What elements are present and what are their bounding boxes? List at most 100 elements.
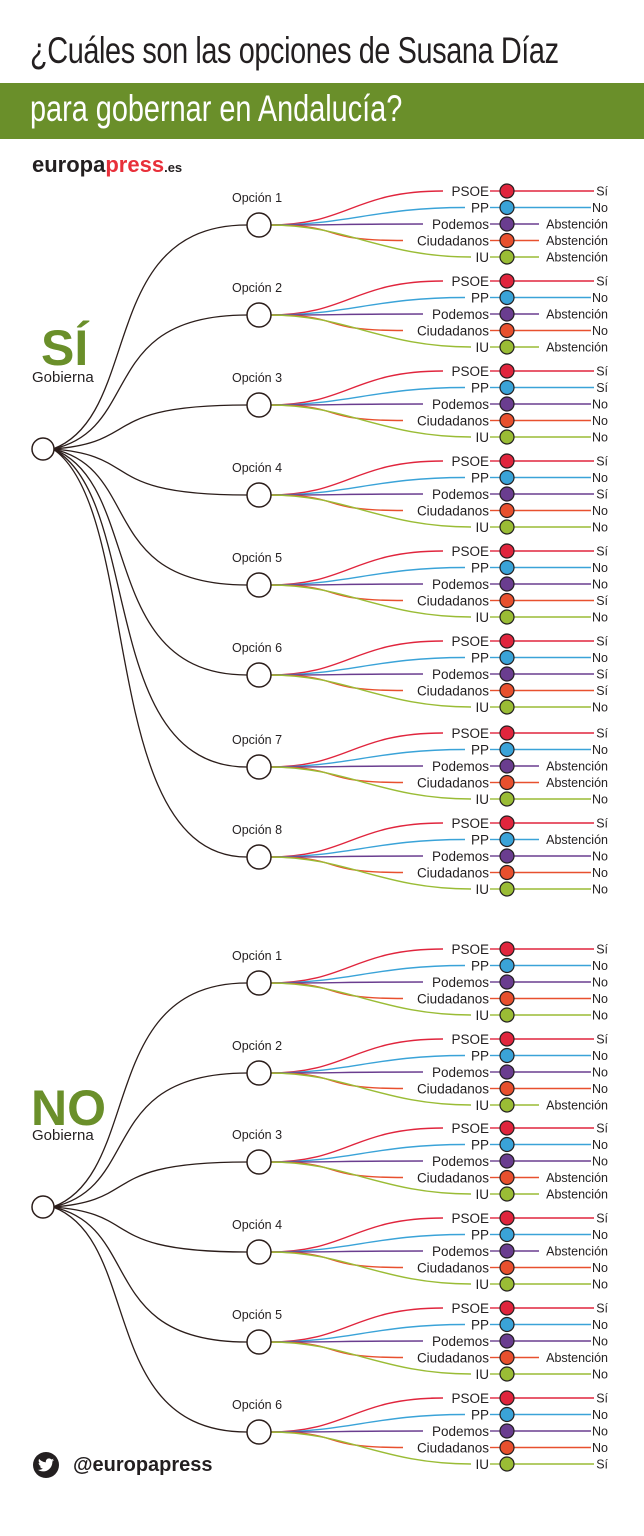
vote-label: Sí (596, 455, 608, 469)
twitter-icon (33, 1452, 59, 1478)
vote-label: No (592, 521, 608, 535)
party-label: PSOE (451, 454, 489, 469)
party-label: Podemos (432, 1154, 489, 1169)
party-label: IU (476, 1457, 490, 1472)
party-label: Ciudadanos (417, 1441, 489, 1456)
tree-link (52, 1206, 248, 1433)
party-label: Ciudadanos (417, 324, 489, 339)
root-node (31, 437, 55, 461)
option-label: Opción 1 (232, 949, 282, 963)
option-node (246, 1060, 272, 1086)
option-node (246, 754, 272, 780)
option-label: Opción 8 (232, 823, 282, 837)
party-dot (499, 1300, 515, 1316)
vote-label: No (592, 414, 608, 428)
party-dot (499, 559, 515, 576)
party-dot (499, 666, 515, 682)
party-link (268, 494, 472, 528)
party-link (268, 640, 444, 676)
vote-label: Abstención (546, 1245, 608, 1259)
party-dot (499, 1136, 515, 1153)
party-label: Podemos (432, 1244, 489, 1259)
option-node (246, 844, 272, 870)
vote-label: Sí (596, 381, 608, 395)
party-label: PSOE (451, 1121, 489, 1136)
vote-label: Sí (596, 943, 608, 957)
party-label: Ciudadanos (417, 1351, 489, 1366)
party-link (268, 1251, 472, 1285)
vote-label: No (592, 1441, 608, 1455)
party-label: Podemos (432, 759, 489, 774)
title-line-2: para gobernar en Andalucía? (30, 88, 403, 129)
party-dot (499, 1423, 515, 1439)
vote-label: No (592, 850, 608, 864)
party-link (268, 404, 472, 438)
vote-label: Sí (596, 1458, 608, 1472)
party-link (268, 1161, 472, 1195)
party-dot (499, 881, 515, 897)
party-dot (499, 1349, 515, 1366)
party-dot (499, 273, 515, 289)
vote-label: Sí (596, 545, 608, 559)
party-label: PSOE (451, 364, 489, 379)
option-label: Opción 4 (232, 1218, 282, 1232)
vote-label: Abstención (546, 251, 608, 265)
party-dot (499, 774, 515, 791)
party-dot (499, 1456, 515, 1472)
party-link (268, 856, 472, 890)
vote-label: No (592, 1138, 608, 1152)
party-link (268, 370, 444, 406)
footer: @europapress (33, 1452, 213, 1478)
party-dot (499, 502, 515, 519)
party-label: PSOE (451, 816, 489, 831)
option-label: Opción 5 (232, 1308, 282, 1322)
party-dot (499, 848, 515, 864)
party-link (268, 732, 444, 768)
party-dot (499, 469, 515, 486)
party-label: Ciudadanos (417, 866, 489, 881)
vote-label: Sí (596, 817, 608, 831)
party-dot (499, 1153, 515, 1169)
party-dot (499, 339, 515, 355)
party-label: PP (471, 1228, 489, 1243)
party-link (268, 948, 444, 984)
option-node (246, 302, 272, 328)
party-dot (499, 1226, 515, 1243)
party-link (268, 1341, 472, 1375)
party-dot (499, 1186, 515, 1202)
vote-label: No (592, 201, 608, 215)
vote-label: Sí (596, 1033, 608, 1047)
party-dot (499, 1333, 515, 1349)
option-label: Opción 3 (232, 1128, 282, 1142)
party-label: IU (476, 700, 490, 715)
party-label: Ciudadanos (417, 594, 489, 609)
title-bar (0, 83, 644, 139)
party-dot (499, 216, 515, 232)
party-dot (499, 1120, 515, 1136)
party-label: Ciudadanos (417, 414, 489, 429)
vote-label: No (592, 1228, 608, 1242)
party-dot (499, 1080, 515, 1097)
party-label: IU (476, 1187, 490, 1202)
party-dot (499, 1439, 515, 1456)
party-label: PP (471, 651, 489, 666)
vote-label: Abstención (546, 776, 608, 790)
party-label: IU (476, 792, 490, 807)
si-gobierna-sublabel: Gobierna (32, 369, 94, 386)
no-gobierna-label: NO (31, 1080, 106, 1136)
party-label: PSOE (451, 634, 489, 649)
party-label: IU (476, 882, 490, 897)
party-dot (499, 609, 515, 625)
party-dot (499, 1366, 515, 1382)
tree-link (52, 1161, 248, 1208)
vote-label: No (592, 1425, 608, 1439)
vote-label: Sí (596, 1302, 608, 1316)
vote-label: Abstención (546, 1188, 608, 1202)
party-label: IU (476, 250, 490, 265)
vote-label: No (592, 1066, 608, 1080)
party-dot (499, 831, 515, 848)
party-link (268, 822, 444, 858)
option-node (246, 662, 272, 688)
option-label: Opción 2 (232, 281, 282, 295)
